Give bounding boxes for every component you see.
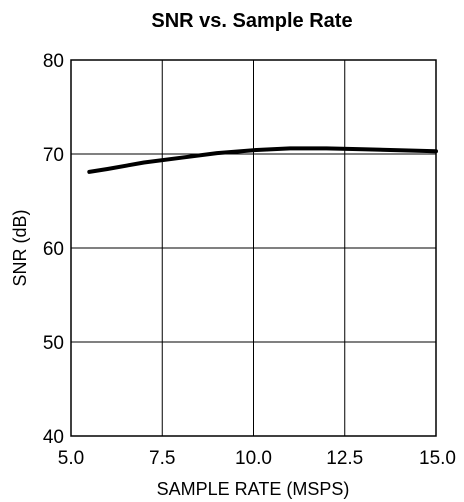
x-tick-label: 7.5	[149, 448, 175, 469]
y-tick-label: 70	[43, 145, 64, 166]
y-tick-label: 60	[43, 239, 64, 260]
x-tick-label: 5.0	[58, 448, 84, 469]
y-tick-labels: 40 50 60 70 80	[43, 51, 64, 448]
chart-title: SNR vs. Sample Rate	[151, 10, 352, 32]
plot-frame	[70, 59, 437, 437]
x-tick-label: 12.5	[326, 448, 363, 469]
series-line	[87, 146, 438, 174]
x-tick-label: 10.0	[235, 448, 272, 469]
x-tick-labels: 5.0 7.5 10.0 12.5 15.0	[58, 448, 456, 469]
y-tick-label: 80	[43, 51, 64, 72]
y-tick-label: 50	[43, 333, 64, 354]
x-tick-label: 15.0	[419, 448, 456, 469]
grid	[70, 59, 437, 437]
y-axis-label: SNR (dB)	[10, 209, 30, 286]
x-axis-label: SAMPLE RATE (MSPS)	[157, 479, 350, 499]
y-tick-label: 40	[43, 427, 64, 448]
